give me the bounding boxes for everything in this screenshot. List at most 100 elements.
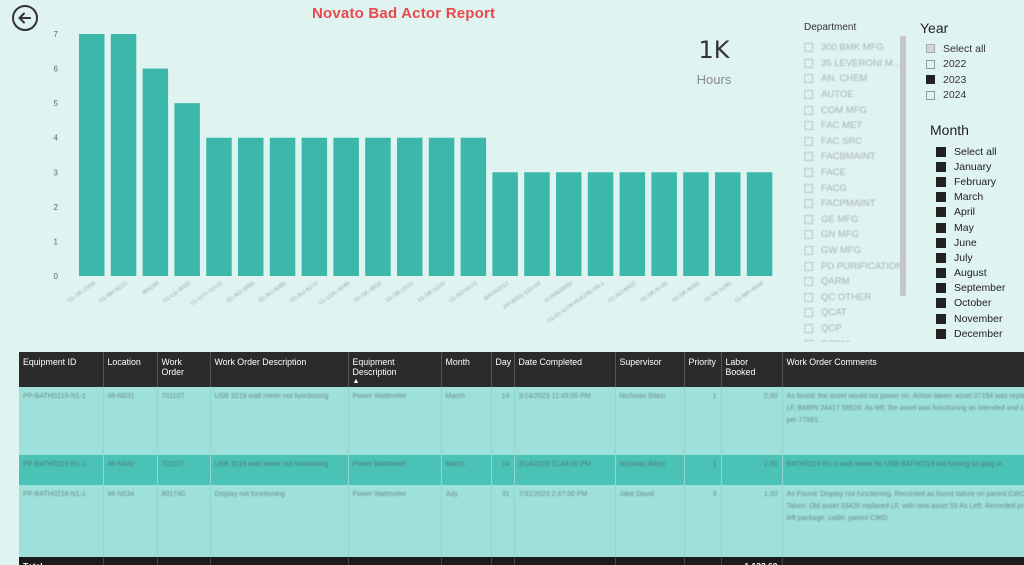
department-item[interactable]: QC OTHER <box>804 290 908 306</box>
checkbox-icon[interactable] <box>804 58 813 68</box>
checkbox-checked-icon[interactable] <box>936 237 946 248</box>
bar[interactable] <box>715 172 741 276</box>
department-item[interactable]: QCAT <box>804 305 908 321</box>
department-item[interactable]: GE MFG <box>804 212 908 228</box>
table-row[interactable]: PP-BATH0218-N1-1 46-N034 801740 Display not… <box>19 485 1024 557</box>
checkbox-checked-icon[interactable] <box>936 207 946 218</box>
bar[interactable] <box>524 172 550 276</box>
department-item[interactable]: AN. CHEM <box>804 71 908 87</box>
checkbox-icon[interactable] <box>804 292 813 302</box>
checkbox-checked-icon[interactable] <box>936 328 946 339</box>
month-item[interactable]: September <box>928 281 1024 296</box>
month-item[interactable]: June <box>928 235 1024 250</box>
checkbox-icon[interactable] <box>804 90 813 100</box>
bar[interactable] <box>238 137 264 276</box>
checkbox-icon[interactable] <box>804 74 813 84</box>
department-item[interactable]: FAC MET <box>804 118 908 134</box>
column-header[interactable]: Work Order <box>157 352 211 387</box>
checkbox-icon[interactable] <box>926 75 935 85</box>
table-row[interactable]: PP-BATH0219-N1-1 46-N031 701107 USB 3219 wa… <box>19 455 1024 485</box>
checkbox-icon[interactable] <box>804 277 813 287</box>
department-item[interactable]: AUTOE <box>804 87 908 103</box>
month-item[interactable]: March <box>928 190 1024 205</box>
bar[interactable] <box>460 137 487 276</box>
checkbox-checked-icon[interactable] <box>936 313 946 324</box>
month-item[interactable]: November <box>928 311 1024 326</box>
bar[interactable] <box>365 137 391 276</box>
department-item[interactable]: QCPM <box>804 336 908 342</box>
checkbox-icon[interactable] <box>804 246 813 256</box>
column-header[interactable]: Supervisor <box>615 352 685 387</box>
bar[interactable] <box>397 137 423 276</box>
month-item[interactable]: May <box>928 220 1024 235</box>
department-item[interactable]: 35 LEVERONI M... <box>804 56 908 72</box>
checkbox-icon[interactable] <box>804 136 813 146</box>
month-item[interactable]: October <box>928 296 1024 311</box>
department-item[interactable]: FACE <box>804 165 908 181</box>
checkbox-checked-icon[interactable] <box>936 161 946 172</box>
month-item[interactable]: January <box>928 159 1024 174</box>
checkbox-icon[interactable] <box>926 44 935 54</box>
month-item[interactable]: Select all <box>928 144 1024 159</box>
checkbox-icon[interactable] <box>804 43 813 53</box>
checkbox-icon[interactable] <box>804 323 813 333</box>
checkbox-icon[interactable] <box>804 230 813 240</box>
back-button[interactable] <box>12 5 38 31</box>
month-item[interactable]: July <box>928 250 1024 265</box>
year-item[interactable]: 2022 <box>920 57 1020 73</box>
bar[interactable] <box>556 172 582 276</box>
column-header[interactable]: Month <box>441 352 492 387</box>
checkbox-checked-icon[interactable] <box>936 252 946 263</box>
checkbox-icon[interactable] <box>804 199 813 209</box>
table-row[interactable]: PP-BATH0219-N1-1 46-N031 701107 USB 3219 wa… <box>19 387 1024 455</box>
column-header[interactable]: Day <box>491 352 515 387</box>
department-item[interactable]: 300 BMK MFG <box>804 40 908 56</box>
department-item[interactable]: FACPMAINT <box>804 196 908 212</box>
bar[interactable] <box>428 137 455 276</box>
column-header[interactable]: Labor Booked <box>721 352 783 387</box>
month-item[interactable]: August <box>928 266 1024 281</box>
bar[interactable] <box>651 172 677 276</box>
column-header[interactable]: Date Completed <box>514 352 616 387</box>
department-item[interactable]: GN MFG <box>804 227 908 243</box>
bar[interactable] <box>174 103 200 277</box>
department-item[interactable]: FACG <box>804 180 908 196</box>
checkbox-icon[interactable] <box>804 261 813 271</box>
bar[interactable] <box>301 137 328 276</box>
bar[interactable] <box>746 172 773 276</box>
bar[interactable] <box>206 137 232 276</box>
department-item[interactable]: QCP <box>804 321 908 337</box>
checkbox-icon[interactable] <box>804 214 813 224</box>
checkbox-icon[interactable] <box>804 168 813 178</box>
checkbox-icon[interactable] <box>926 90 935 100</box>
department-scrollbar[interactable] <box>900 36 906 296</box>
checkbox-checked-icon[interactable] <box>936 298 946 309</box>
bar[interactable] <box>142 68 169 276</box>
checkbox-checked-icon[interactable] <box>936 283 946 294</box>
department-item[interactable]: FAC SRC <box>804 134 908 150</box>
checkbox-checked-icon[interactable] <box>936 176 946 187</box>
column-header[interactable]: Work Order Comments <box>782 352 1024 387</box>
checkbox-icon[interactable] <box>804 105 813 115</box>
department-item[interactable]: GW MFG <box>804 243 908 259</box>
bar[interactable] <box>587 172 614 276</box>
checkbox-checked-icon[interactable] <box>936 268 946 279</box>
column-header[interactable]: Location <box>103 352 158 387</box>
month-item[interactable]: February <box>928 174 1024 189</box>
checkbox-checked-icon[interactable] <box>936 192 946 203</box>
bar[interactable] <box>492 172 518 276</box>
checkbox-checked-icon[interactable] <box>936 222 946 233</box>
month-item[interactable]: April <box>928 205 1024 220</box>
department-item[interactable]: PD PURIFICATION <box>804 258 908 274</box>
checkbox-icon[interactable] <box>804 308 813 318</box>
department-item[interactable]: FACBMAINT <box>804 149 908 165</box>
bar[interactable] <box>619 172 646 276</box>
column-header[interactable]: Work Order Description <box>210 352 349 387</box>
bar[interactable] <box>683 172 709 276</box>
sort-ascending-icon[interactable]: ▲ <box>352 378 360 385</box>
checkbox-icon[interactable] <box>804 121 813 131</box>
column-header[interactable]: Equipment Description ▲ <box>348 352 442 387</box>
bar[interactable] <box>269 137 296 276</box>
checkbox-icon[interactable] <box>804 152 813 162</box>
month-item[interactable]: December <box>928 326 1024 341</box>
